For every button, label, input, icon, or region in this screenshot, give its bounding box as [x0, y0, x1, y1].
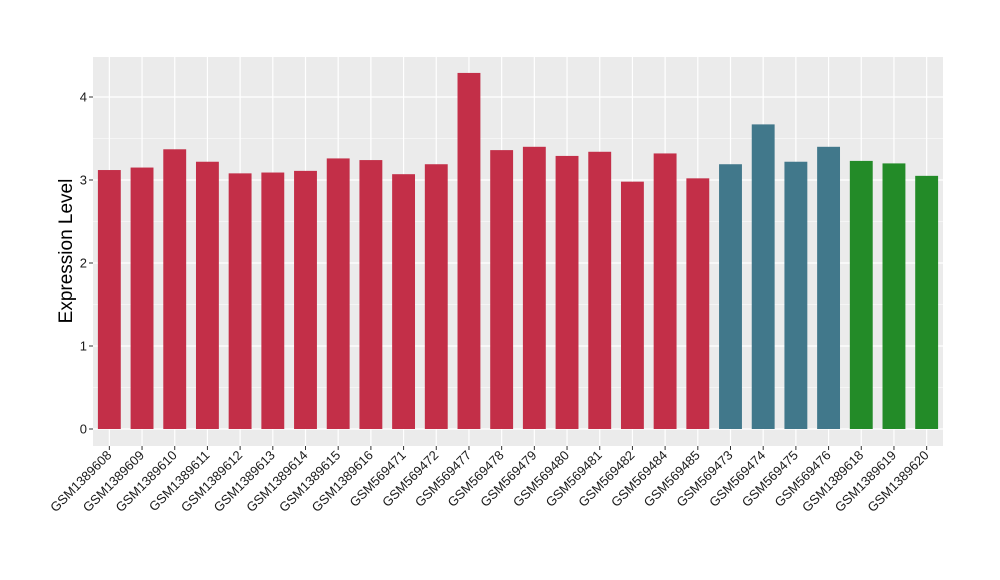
bar-GSM1389614	[294, 170, 317, 429]
bar-GSM569477	[457, 72, 481, 430]
y-tick-label: 4	[80, 90, 87, 105]
bar-GSM569479	[522, 146, 546, 430]
y-tick-label: 3	[80, 173, 87, 188]
x-axis: GSM1389608GSM1389609GSM1389610GSM1389611…	[47, 446, 932, 515]
y-tick-label: 2	[80, 256, 87, 271]
bar-GSM1389619	[882, 163, 906, 429]
bar-GSM569481	[588, 151, 612, 429]
bar-GSM569482	[620, 181, 644, 429]
bar-GSM1389609	[130, 167, 154, 430]
bar-GSM569474	[751, 124, 775, 429]
bar-GSM1389620	[915, 175, 939, 429]
bar-GSM1389611	[195, 161, 219, 430]
bar-GSM569484	[653, 153, 677, 429]
bar-GSM1389608	[97, 170, 121, 430]
bar-GSM569472	[424, 164, 448, 430]
bar-GSM569471	[392, 174, 416, 429]
y-axis: 0 1 2 3 4	[80, 90, 93, 437]
bar-GSM569476	[817, 146, 841, 430]
y-tick-label: 0	[80, 422, 87, 437]
bar-GSM569478	[490, 150, 514, 429]
bar-GSM1389618	[849, 160, 873, 429]
bar-GSM1389610	[163, 149, 187, 430]
bar-GSM1389615	[326, 158, 350, 430]
bar-GSM1389612	[228, 173, 252, 429]
bar-GSM569475	[784, 161, 808, 430]
bar-GSM569480	[555, 155, 579, 429]
bars	[97, 72, 939, 430]
y-tick-label: 1	[80, 339, 87, 354]
bar-GSM569473	[719, 164, 742, 430]
bar-GSM1389613	[261, 172, 285, 429]
bar-GSM569485	[686, 178, 710, 429]
bar-GSM1389616	[359, 160, 383, 429]
y-axis-title: Expression Level	[56, 179, 77, 324]
